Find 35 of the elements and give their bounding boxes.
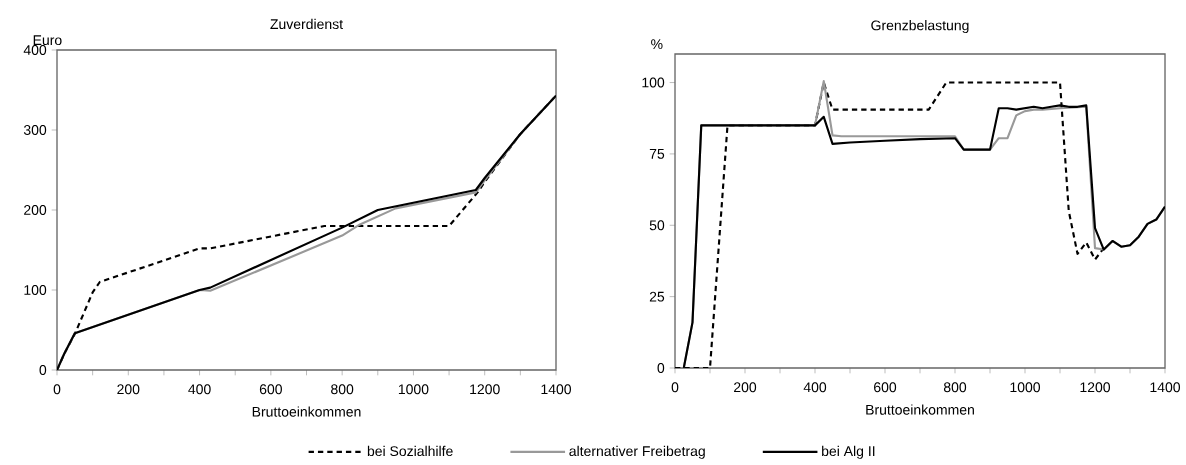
x-tick-label: 400 bbox=[803, 382, 827, 393]
y-tick-label: 100 bbox=[24, 285, 47, 295]
x-tick-label: 600 bbox=[259, 384, 282, 395]
y-tick-label: 400 bbox=[23, 45, 47, 55]
x-tick-label: 0 bbox=[53, 384, 61, 395]
y-tick-label: 100 bbox=[642, 77, 665, 88]
y-tick-label: 50 bbox=[649, 220, 665, 231]
y-tick-label: 300 bbox=[23, 125, 47, 135]
x-tick-label: 800 bbox=[943, 382, 967, 393]
x-tick-label: 0 bbox=[671, 382, 679, 393]
x-tick-label: 200 bbox=[117, 384, 140, 395]
y-tick-label: 0 bbox=[39, 365, 47, 375]
chart-title: Zuverdienst bbox=[270, 18, 343, 30]
x-tick-label: 1400 bbox=[1150, 382, 1181, 393]
x-tick-label: 600 bbox=[874, 382, 897, 393]
x-tick-label: 400 bbox=[188, 384, 211, 395]
y-axis-title: % bbox=[651, 39, 663, 50]
y-tick-label: 25 bbox=[649, 291, 665, 302]
x-axis-title: Bruttoeinkommen bbox=[866, 404, 974, 415]
x-tick-label: 1200 bbox=[1080, 382, 1111, 393]
x-tick-label: 1000 bbox=[1010, 382, 1041, 393]
x-axis-title: Bruttoeinkommen bbox=[252, 406, 361, 417]
y-tick-label: 200 bbox=[24, 205, 47, 215]
chart-title: Grenzbelastung bbox=[871, 20, 969, 34]
x-tick-label: 200 bbox=[734, 382, 757, 393]
x-tick-label: 1400 bbox=[541, 384, 572, 395]
legend-label: bei Sozialhilfe bbox=[367, 445, 453, 457]
legend-label: alternativer Freibetrag bbox=[569, 445, 705, 459]
legend-label: bei Alg II bbox=[822, 445, 875, 459]
y-axis-title: Euro bbox=[33, 35, 62, 46]
x-tick-label: 1000 bbox=[398, 384, 429, 395]
y-tick-label: 75 bbox=[649, 149, 665, 159]
y-tick-label: 0 bbox=[657, 363, 665, 373]
x-tick-label: 1200 bbox=[470, 384, 500, 395]
x-tick-label: 800 bbox=[331, 384, 354, 395]
